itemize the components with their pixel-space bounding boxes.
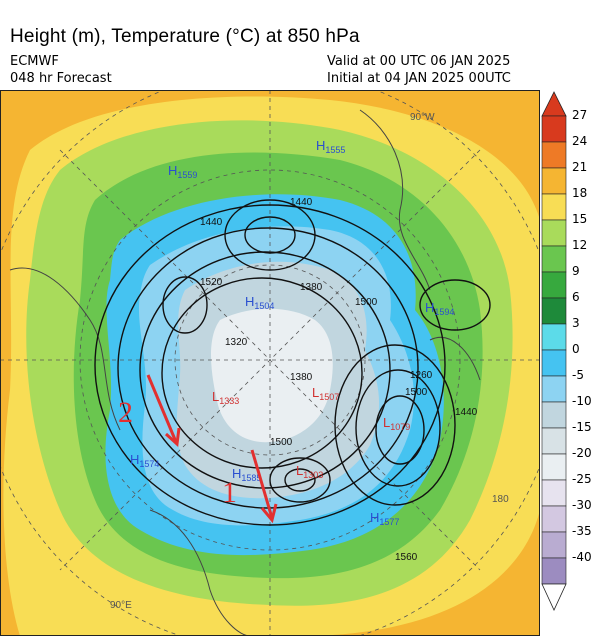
arrow-1 bbox=[250, 449, 274, 519]
annotation-number: 2 bbox=[118, 396, 133, 429]
colorbar-swatch bbox=[541, 479, 567, 507]
low-center-label: L1333 bbox=[212, 389, 239, 406]
high-center-label: H1559 bbox=[168, 163, 197, 180]
high-center-label: H1585 bbox=[232, 466, 261, 483]
contour-label: 1520 bbox=[200, 277, 223, 288]
contour-label: 1500 bbox=[270, 437, 293, 448]
colorbar-tick-label: 6 bbox=[572, 290, 580, 304]
high-center-label: H1594 bbox=[425, 300, 454, 317]
colorbar-tick-label: -35 bbox=[572, 524, 592, 538]
colorbar-swatch bbox=[541, 297, 567, 325]
colorbar-swatch bbox=[541, 557, 567, 585]
colorbar-swatch bbox=[541, 219, 567, 247]
annotation-arrows bbox=[146, 374, 278, 524]
valid-time: Valid at 00 UTC 06 JAN 2025 bbox=[327, 54, 511, 69]
contour-label: 1260 bbox=[410, 370, 433, 381]
colorbar-swatch bbox=[541, 401, 567, 429]
colorbar-tick-label: -20 bbox=[572, 446, 592, 460]
colorbar-swatch bbox=[541, 505, 567, 533]
colorbar-tick-label: 9 bbox=[572, 264, 580, 278]
height-contours bbox=[94, 199, 491, 526]
high-center-label: H1504 bbox=[245, 294, 274, 311]
polar-map: H1559 H1555 H1594 H1574 H1577 H1585 H1504 L1079… bbox=[0, 90, 540, 636]
contour-label: 1440 bbox=[200, 217, 223, 228]
colorbar-swatch bbox=[541, 271, 567, 299]
contour-label: 1500 bbox=[405, 387, 428, 398]
contour-label: 1560 bbox=[395, 552, 418, 563]
high-center-label: H1577 bbox=[370, 510, 399, 527]
low-center-label: L1303 bbox=[296, 463, 323, 480]
colorbar-tick-label: -25 bbox=[572, 472, 592, 486]
temperature-colorbar bbox=[541, 91, 567, 611]
colorbar-tick-label: 3 bbox=[572, 316, 580, 330]
colorbar-swatch bbox=[541, 167, 567, 195]
graticule-label: 180 bbox=[492, 494, 509, 505]
colorbar-tick-label: -15 bbox=[572, 420, 592, 434]
model-name: ECMWF bbox=[10, 54, 59, 69]
colorbar-swatch bbox=[541, 141, 567, 169]
contour-label: 1440 bbox=[290, 197, 313, 208]
colorbar-swatch bbox=[541, 453, 567, 481]
colorbar-swatch bbox=[541, 323, 567, 351]
initial-time: Initial at 04 JAN 2025 00UTC bbox=[327, 71, 511, 86]
contour-label: 1500 bbox=[355, 297, 378, 308]
colorbar-tick-label: 21 bbox=[572, 160, 588, 174]
pressure-centers: H1559 H1555 H1594 H1574 H1577 H1585 H1504 L1079… bbox=[130, 138, 454, 527]
colorbar-tick-label: 24 bbox=[572, 134, 588, 148]
colorbar-tick-label: 27 bbox=[572, 108, 588, 122]
contour-label: 1380 bbox=[300, 282, 323, 293]
colorbar-top-arrow bbox=[541, 91, 567, 117]
colorbar-tick-label: 15 bbox=[572, 212, 588, 226]
annotation-labels: 12 bbox=[118, 396, 237, 509]
colorbar-tick-label: 18 bbox=[572, 186, 588, 200]
colorbar-swatch bbox=[541, 375, 567, 403]
high-center-label: H1574 bbox=[130, 452, 159, 469]
colorbar-tick-label: -30 bbox=[572, 498, 592, 512]
colorbar-swatch bbox=[541, 531, 567, 559]
high-center-label: H1555 bbox=[316, 138, 345, 155]
graticule-label-layer: 90°E 180 90°W bbox=[110, 112, 509, 611]
annotation-number: 1 bbox=[222, 476, 237, 509]
arrow-1-head bbox=[260, 503, 278, 524]
graticule-label: 90°W bbox=[410, 112, 435, 123]
arrow-2 bbox=[146, 374, 178, 443]
colorbar-swatch bbox=[541, 193, 567, 221]
colorbar-swatch bbox=[541, 427, 567, 455]
page-title: Height (m), Temperature (°C) at 850 hPa bbox=[10, 26, 360, 47]
pale-centre bbox=[211, 308, 333, 443]
coastlines bbox=[9, 109, 481, 636]
colorbar-tick-label: 12 bbox=[572, 238, 588, 252]
contour-label: 1320 bbox=[225, 337, 248, 348]
colorbar-swatch bbox=[541, 245, 567, 273]
graticule-label: 90°E bbox=[110, 600, 132, 611]
colorbar-tick-label: 0 bbox=[572, 342, 580, 356]
arrow-2-head bbox=[164, 427, 181, 448]
colorbar-swatch bbox=[541, 349, 567, 377]
forecast-hour: 048 hr Forecast bbox=[10, 71, 112, 86]
contour-label-layer: 1440 1440 1500 1500 1500 1320 1380 1260 1440 1560… bbox=[200, 197, 478, 563]
colorbar-tick-label: -5 bbox=[572, 368, 584, 382]
graticule bbox=[0, 90, 540, 636]
low-center-label: L1507 bbox=[312, 385, 339, 402]
colorbar-tick-label: -40 bbox=[572, 550, 592, 564]
colorbar-swatch bbox=[541, 115, 567, 143]
contour-label: 1440 bbox=[455, 407, 478, 418]
colorbar-tick-label: -10 bbox=[572, 394, 592, 408]
contour-label: 1380 bbox=[290, 372, 313, 383]
low-center-label: L1079 bbox=[383, 415, 410, 432]
colorbar-bottom-arrow bbox=[541, 583, 567, 611]
